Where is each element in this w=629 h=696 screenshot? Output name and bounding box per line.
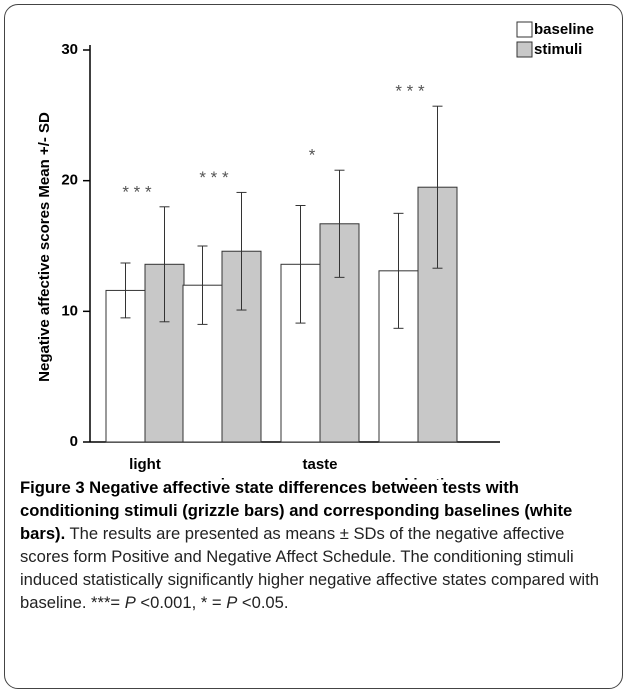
y-tick-label: 20 (61, 172, 78, 189)
caption-text: P (226, 593, 238, 612)
y-tick-label: 0 (70, 433, 78, 450)
error-bar (432, 105, 443, 269)
error-bar (393, 212, 404, 329)
legend-label: stimuli (534, 41, 582, 58)
caption: Figure 3 Negative affective state differ… (20, 476, 616, 614)
caption-text: The results are presented as means ± SDs… (20, 524, 599, 612)
significance-label: * * * (395, 82, 425, 101)
caption-text: P (124, 593, 136, 612)
x-tick-label: combination (373, 476, 462, 480)
error-bar (334, 169, 345, 278)
chart: Negative affective scores Mean +/- SD 0 1… (36, 21, 594, 480)
caption-text: <0.05. (237, 593, 289, 612)
bar (378, 270, 419, 443)
x-tick-label: light (129, 456, 161, 473)
x-tick-label: taste (302, 456, 337, 473)
figure-frame (4, 4, 623, 689)
caption-title: Figure 3 Negative affective state differ… (20, 478, 573, 543)
error-bar (120, 262, 131, 319)
x-tick-label: noise (202, 476, 241, 480)
significance-label: * * * (122, 182, 152, 201)
significance-label: * * * (199, 168, 229, 187)
caption-text: <0.001, * = (135, 593, 227, 612)
legend-label: baseline (534, 21, 594, 38)
y-tick-label: 10 (61, 302, 78, 319)
error-bar (236, 191, 247, 311)
error-bar (295, 204, 306, 324)
legend-swatch (516, 21, 533, 38)
error-bar (159, 206, 170, 323)
significance-label: * (309, 146, 316, 165)
y-tick-label: 30 (61, 41, 78, 58)
legend-swatch (516, 41, 533, 58)
y-axis-label: Negative affective scores Mean +/- SD (36, 112, 53, 382)
error-bar (197, 245, 208, 325)
